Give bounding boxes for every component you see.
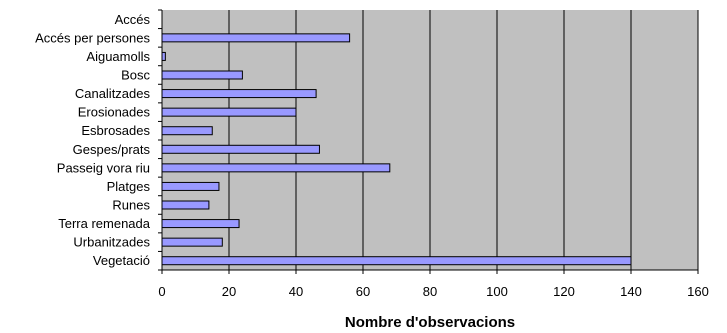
bar-5	[161, 107, 297, 117]
x-tick-label: 0	[158, 284, 165, 299]
bar-3	[161, 70, 243, 80]
category-label: Vegetació	[93, 253, 150, 268]
x-axis-title: Nombre d'observacions	[345, 314, 515, 331]
bar-10	[161, 200, 210, 210]
bar-12	[161, 237, 223, 247]
category-label: Urbanitzades	[73, 235, 150, 250]
bar-4	[161, 89, 317, 99]
bars	[161, 33, 632, 266]
bar-6	[161, 126, 213, 136]
axes	[158, 9, 699, 274]
bar-1	[161, 33, 351, 43]
category-label: Esbrosades	[81, 123, 150, 138]
category-label: Runes	[112, 198, 150, 213]
category-label: Accés per persones	[35, 30, 150, 45]
x-tick-label: 140	[620, 284, 642, 299]
bar-11	[161, 219, 240, 229]
category-labels: Accés Accés per persones Aiguamolls Bosc Can…	[35, 12, 151, 268]
category-label: Platges	[107, 179, 151, 194]
x-tick-label: 120	[553, 284, 575, 299]
x-tick-label: 60	[356, 284, 370, 299]
x-tick-label: 20	[222, 284, 236, 299]
category-label: Bosc	[121, 68, 150, 83]
bar-7	[161, 144, 320, 154]
x-tick-label: 80	[423, 284, 437, 299]
category-label: Aiguamolls	[86, 49, 150, 64]
bar-13	[161, 256, 632, 266]
x-tick-label: 160	[687, 284, 709, 299]
category-label: Erosionades	[78, 105, 151, 120]
category-label: Terra remenada	[58, 216, 151, 231]
category-label: Accés	[115, 12, 151, 27]
category-label: Canalitzades	[75, 86, 151, 101]
bar-9	[161, 181, 220, 191]
x-tick-label: 40	[289, 284, 303, 299]
x-tick-labels: 0 20 40 60 80 100 120 140 160	[158, 284, 708, 299]
category-label: Passeig vora riu	[57, 160, 150, 175]
category-label: Gespes/prats	[73, 142, 151, 157]
bar-2	[161, 51, 166, 61]
x-tick-label: 100	[486, 284, 508, 299]
bar-8	[161, 163, 391, 173]
gridlines	[228, 10, 699, 270]
